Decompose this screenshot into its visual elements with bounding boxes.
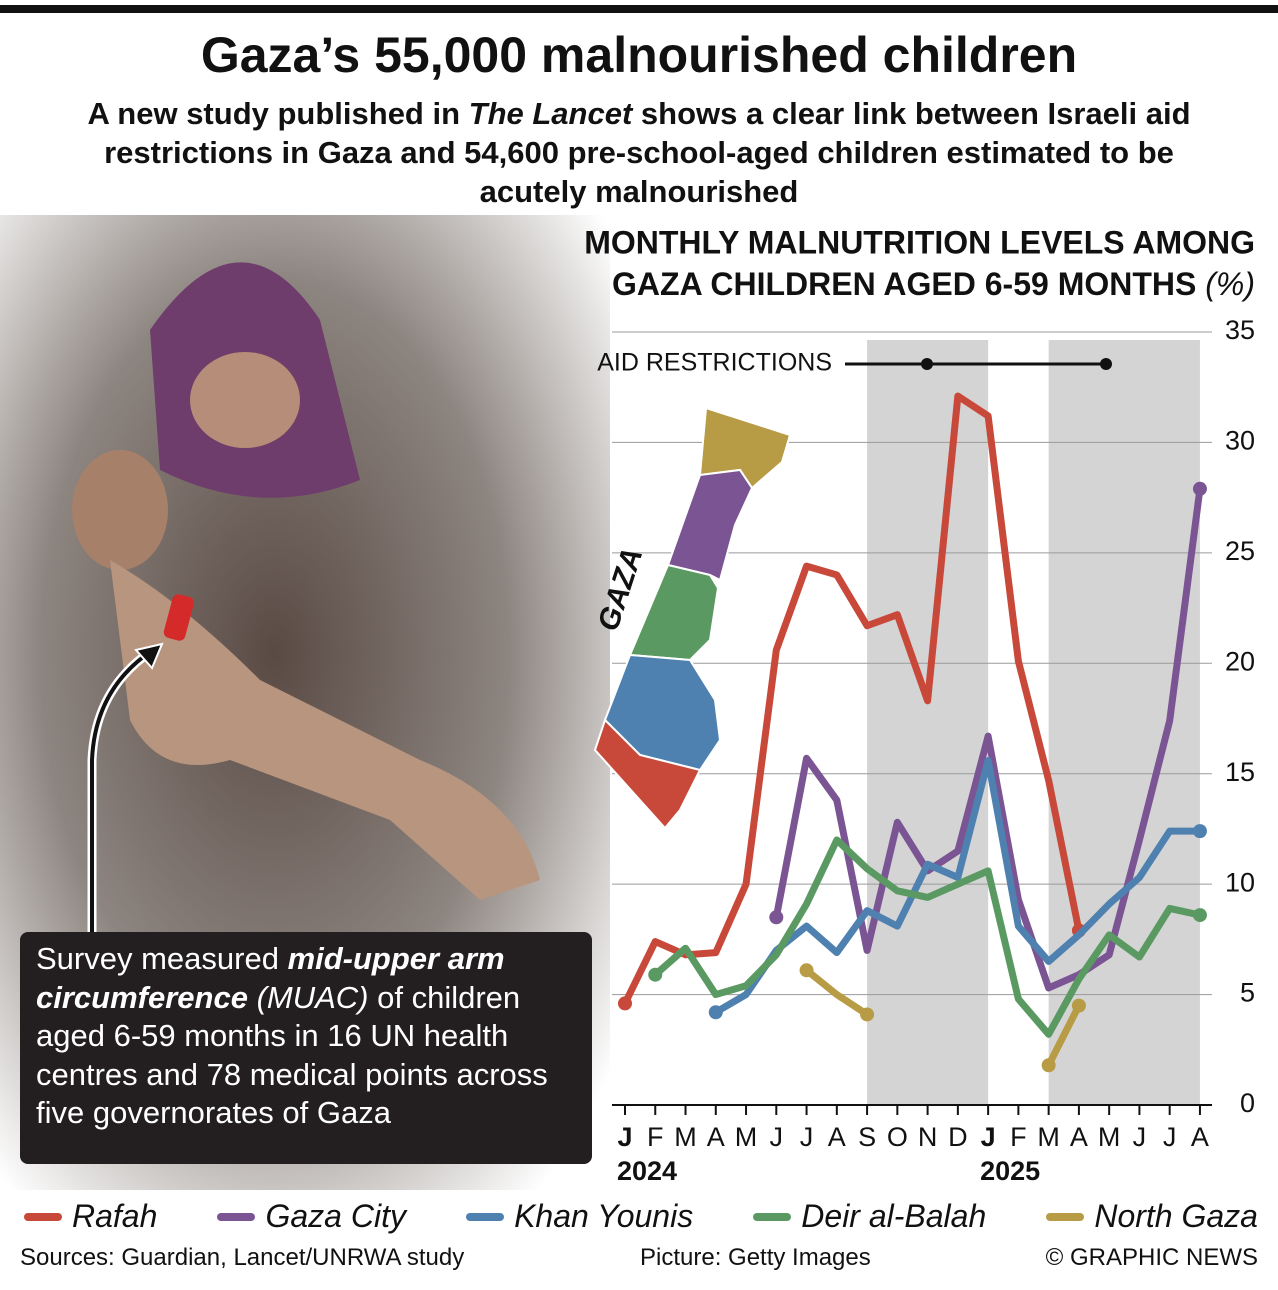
- y-tick-label: 10: [1225, 867, 1255, 897]
- series-end-dot: [1192, 481, 1207, 496]
- series-end-dot: [618, 996, 632, 1011]
- legend-label: Rafah: [72, 1198, 158, 1234]
- caption-emphasis: mid-upper arm circumference: [36, 941, 505, 1015]
- series-line: [651, 836, 1204, 1038]
- legend-swatch: [1046, 1212, 1085, 1221]
- series-line: [803, 966, 1083, 1069]
- arrow-head: [134, 642, 164, 670]
- caption-text: Survey measured: [36, 941, 288, 976]
- legend-item: Gaza City: [213, 1198, 406, 1235]
- chart-title: GAZA CHILDREN AGED 6-59 MONTHS: [612, 266, 1196, 302]
- series-line: [712, 756, 1204, 1016]
- x-tick-label: A: [707, 1122, 725, 1152]
- legend-swatch: [753, 1212, 792, 1221]
- caption-abbr: (MUAC): [247, 979, 369, 1015]
- caption: Survey measured mid-upper arm circumfere…: [20, 932, 592, 1164]
- x-tick-label: A: [1070, 1122, 1088, 1152]
- legend-label: North Gaza: [1094, 1198, 1258, 1234]
- unit: (%): [1205, 266, 1255, 302]
- year-label: 2024: [617, 1156, 677, 1186]
- subtitle-text: shows a clear link between Israeli aid r…: [104, 96, 1191, 209]
- restriction-dot: [1100, 358, 1112, 370]
- subtitle: A new study published in The Lancet show…: [70, 94, 1208, 211]
- x-tick-label: F: [647, 1122, 664, 1152]
- chart-title: MONTHLY MALNUTRITION LEVELS AMONG: [584, 224, 1255, 260]
- x-tick-label: N: [918, 1122, 938, 1152]
- top-bar: [0, 5, 1278, 13]
- arrow: [90, 650, 152, 932]
- series-end-dot: [1041, 1058, 1056, 1073]
- y-tick-label: 20: [1225, 646, 1255, 676]
- series-end-dot: [708, 1005, 723, 1020]
- legend: Rafah Gaza City Khan Younis Deir al-Balah No…: [20, 1198, 1258, 1235]
- legend-swatch: [24, 1212, 62, 1221]
- series-end-dot: [1071, 998, 1086, 1013]
- x-tick-label: M: [674, 1122, 697, 1152]
- y-tick-label: 5: [1240, 978, 1255, 1008]
- series-end-dot: [648, 967, 663, 982]
- legend-label: Khan Younis: [514, 1198, 694, 1234]
- x-tick-label: J: [1163, 1122, 1177, 1152]
- legend-item: Rafah: [20, 1198, 157, 1235]
- x-tick-label: A: [828, 1122, 846, 1152]
- legend-item: Khan Younis: [462, 1198, 693, 1235]
- subtitle-text: A new study published in: [87, 96, 469, 131]
- legend-item: Deir al-Balah: [749, 1198, 986, 1235]
- x-tick-label: S: [858, 1122, 876, 1152]
- x-tick-label: J: [617, 1122, 632, 1152]
- restriction-dot: [921, 358, 933, 370]
- x-tick-label: O: [887, 1122, 908, 1152]
- series-end-dot: [1192, 824, 1207, 839]
- x-tick-label: J: [770, 1122, 784, 1152]
- chart-title: GAZA CHILDREN AGED 6-59 MONTHS (%): [612, 266, 1255, 302]
- legend-swatch: [217, 1212, 256, 1221]
- series-end-dot: [860, 1007, 875, 1022]
- series-end-dot: [1192, 908, 1207, 923]
- picture-credit: Picture: Getty Images: [640, 1244, 871, 1271]
- x-tick-label: J: [1133, 1122, 1147, 1152]
- series-end-dot: [799, 963, 814, 978]
- legend-label: Gaza City: [265, 1198, 406, 1234]
- y-tick-label: 35: [1225, 315, 1255, 345]
- copyright: © GRAPHIC NEWS: [1045, 1244, 1258, 1271]
- sources: Sources: Guardian, Lancet/UNRWA study: [20, 1244, 465, 1271]
- restriction-period: [867, 340, 989, 1105]
- legend-item: North Gaza: [1042, 1198, 1258, 1235]
- y-tick-label: 0: [1240, 1088, 1255, 1118]
- legend-label: Deir al-Balah: [801, 1198, 987, 1234]
- x-tick-label: J: [981, 1122, 996, 1152]
- x-tick-label: J: [800, 1122, 814, 1152]
- legend-swatch: [466, 1212, 505, 1221]
- gaza-map: [593, 406, 792, 830]
- x-tick-label: D: [948, 1122, 968, 1152]
- x-tick-label: M: [735, 1122, 758, 1152]
- caption-text: of children aged 6-59 months in 16 UN he…: [36, 979, 548, 1131]
- title: Gaza’s 55,000 malnourished children: [200, 27, 1078, 83]
- y-tick-label: 15: [1225, 757, 1255, 787]
- y-tick-label: 30: [1225, 426, 1255, 456]
- x-tick-label: M: [1098, 1122, 1121, 1152]
- annotation: AID RESTRICTIONS: [597, 349, 832, 377]
- y-tick-label: 25: [1225, 536, 1255, 566]
- series-end-dot: [769, 910, 784, 925]
- x-tick-label: A: [1191, 1122, 1209, 1152]
- x-tick-label: F: [1010, 1122, 1027, 1152]
- year-label: 2025: [980, 1156, 1040, 1186]
- series-line: [621, 392, 1083, 1007]
- subtitle-journal: The Lancet: [468, 96, 633, 131]
- x-tick-label: M: [1037, 1122, 1060, 1152]
